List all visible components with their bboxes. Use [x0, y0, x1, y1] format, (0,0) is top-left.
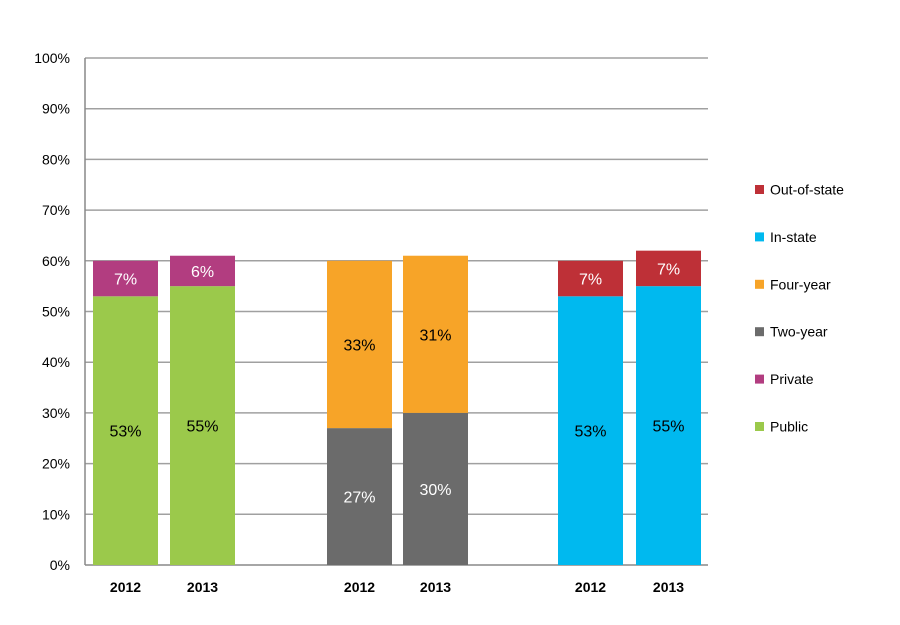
- bar-segment: [403, 412, 468, 565]
- legend-label: Two-year: [770, 324, 828, 340]
- bar-segment: [93, 296, 158, 565]
- bar-segment: [636, 250, 701, 287]
- y-tick-label: 80%: [42, 151, 70, 167]
- y-tick-label: 100%: [34, 50, 70, 66]
- y-tick-label: 0%: [50, 557, 70, 573]
- data-label: 7%: [579, 272, 602, 289]
- legend-label: In-state: [770, 229, 817, 245]
- y-tick-label: 10%: [42, 506, 70, 522]
- bar-segment: [558, 296, 623, 565]
- y-tick-label: 90%: [42, 101, 70, 117]
- data-label: 30%: [419, 482, 451, 499]
- legend-swatch: [755, 232, 764, 242]
- data-label: 33%: [343, 337, 375, 354]
- bar-segment: [327, 428, 392, 565]
- legend-swatch: [755, 185, 764, 194]
- bar-segment: [170, 255, 235, 287]
- data-label: 53%: [574, 424, 606, 441]
- data-label: 7%: [657, 261, 680, 278]
- data-label: 6%: [191, 264, 214, 281]
- x-tick-label: 2012: [575, 579, 606, 595]
- y-tick-label: 60%: [42, 253, 70, 269]
- data-label: 55%: [652, 419, 684, 436]
- x-tick-label: 2012: [110, 579, 141, 595]
- data-label: 53%: [109, 424, 141, 441]
- legend-swatch: [755, 422, 764, 431]
- legend-swatch: [755, 279, 764, 289]
- y-tick-label: 20%: [42, 456, 70, 472]
- x-tick-label: 2013: [420, 579, 451, 595]
- y-tick-label: 50%: [42, 304, 70, 320]
- bar-segment: [403, 255, 468, 413]
- data-label: 31%: [419, 327, 451, 344]
- bar-segment: [636, 286, 701, 565]
- y-tick-label: 70%: [42, 202, 70, 218]
- x-tick-label: 2013: [187, 579, 218, 595]
- data-label: 27%: [343, 490, 375, 507]
- bar-segment: [93, 260, 158, 297]
- legend-label: Private: [770, 371, 814, 387]
- x-tick-label: 2012: [344, 579, 375, 595]
- legend-swatch: [755, 374, 764, 384]
- y-tick-label: 30%: [42, 405, 70, 421]
- data-label: 7%: [114, 272, 137, 289]
- legend-label: Four-year: [770, 276, 831, 292]
- bar-segment: [327, 260, 392, 429]
- bar-segment: [170, 286, 235, 565]
- x-tick-label: 2013: [653, 579, 684, 595]
- legend-label: Public: [770, 419, 808, 435]
- y-tick-label: 40%: [42, 354, 70, 370]
- data-label: 55%: [186, 419, 218, 436]
- legend-swatch: [755, 327, 764, 337]
- legend-label: Out-of-state: [770, 182, 844, 198]
- bar-segment: [558, 260, 623, 297]
